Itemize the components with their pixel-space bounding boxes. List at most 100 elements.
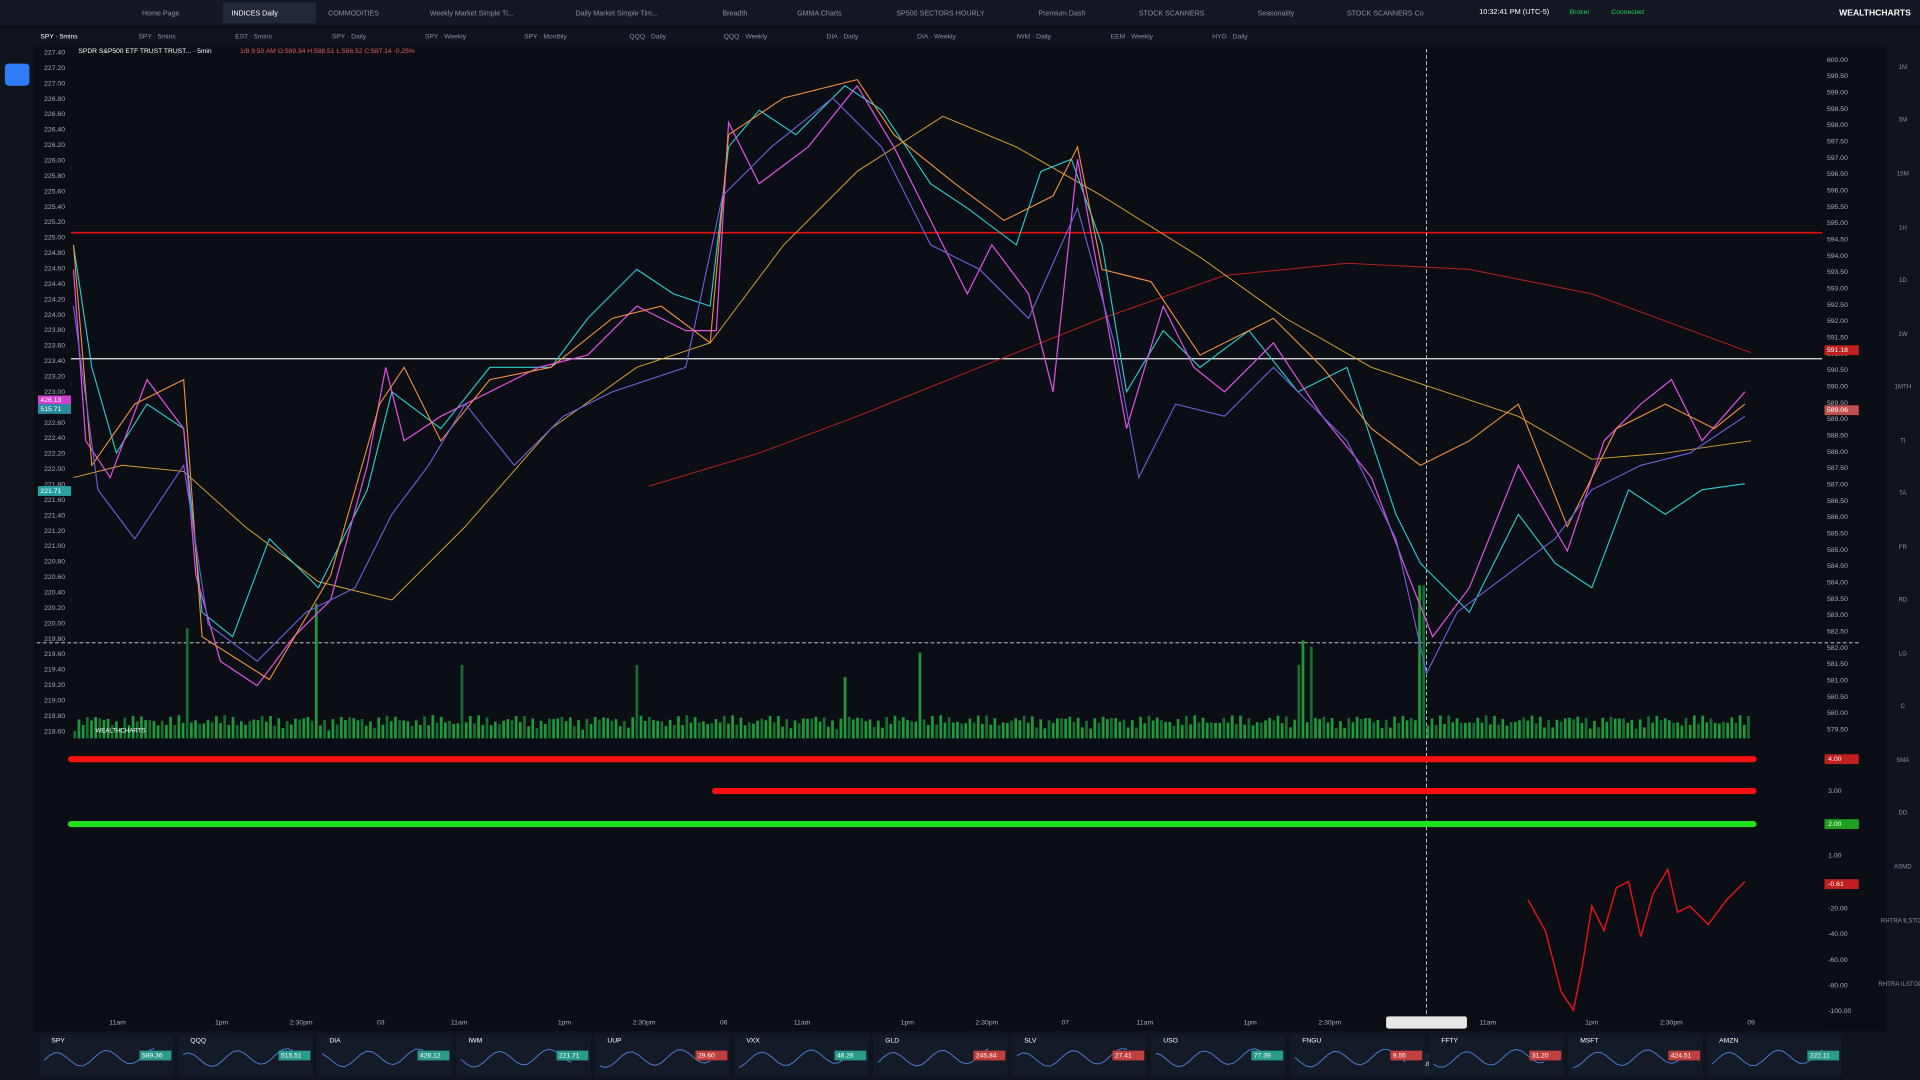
volume-bar: [889, 723, 893, 739]
sidebar-item[interactable]: RHTRA ILSTOP 2: [1878, 981, 1920, 988]
right-axis-label: 597.50: [1827, 138, 1848, 145]
volume-bar: [1443, 723, 1446, 739]
sidebar-item[interactable]: 1W: [1898, 331, 1907, 338]
sidebar-item[interactable]: 1D: [1899, 277, 1907, 284]
volume-bar: [960, 723, 963, 739]
volume-bar: [710, 723, 714, 739]
watch-symbol: SPY: [51, 1038, 65, 1045]
subtab[interactable]: QQQ · Daily: [629, 34, 666, 41]
subtab[interactable]: SPY · Monthly: [524, 34, 567, 41]
sidebar-item[interactable]: LG: [1899, 650, 1907, 657]
sidebar-item[interactable]: RHTRA ILSTOP: [1881, 917, 1920, 924]
volume-bar: [498, 724, 501, 739]
tab[interactable]: Daily Market Simple Tim...: [576, 9, 658, 17]
volume-bar: [1684, 718, 1688, 739]
volume-bar: [822, 717, 826, 739]
volume-bar: [298, 719, 301, 739]
volume-bar: [277, 718, 281, 739]
volume-bar: [1264, 720, 1267, 739]
subtab[interactable]: DIA · Weekly: [917, 34, 956, 41]
tab[interactable]: SP500 SECTORS HOURLY: [896, 9, 985, 17]
right-axis-label: 599.50: [1827, 73, 1848, 80]
volume-bar: [94, 717, 97, 739]
tab[interactable]: Home Page: [142, 9, 180, 17]
time-label: 11am: [109, 1019, 126, 1026]
volume-bar: [1630, 720, 1634, 739]
subtab[interactable]: SPY · 5mins: [138, 34, 176, 41]
sidebar-item[interactable]: SMA: [1896, 757, 1910, 764]
trace-orange: [72, 78, 1746, 681]
volume-bar: [1551, 727, 1555, 739]
volume-bar: [327, 730, 331, 739]
left-axis-label: 227.40: [44, 49, 65, 56]
volume-bar: [1305, 722, 1309, 739]
volume-bar: [1001, 722, 1005, 739]
tab[interactable]: STOCK SCANNERS Co: [1347, 9, 1424, 17]
left-axis-label: 221.60: [44, 497, 65, 504]
volume-bar: [1488, 724, 1492, 739]
sidebar-item[interactable]: 1H: [1899, 224, 1907, 231]
sidebar-item[interactable]: 15M: [1897, 170, 1909, 177]
subtab[interactable]: IWM · Daily: [1016, 34, 1051, 41]
right-tag-label: 589.06: [1827, 407, 1848, 414]
volume-bar: [1384, 719, 1388, 739]
tab[interactable]: Seasonality: [1258, 9, 1295, 17]
volume-bar: [643, 720, 647, 739]
volume-bar: [481, 724, 485, 739]
price-badge: [1807, 1050, 1840, 1061]
sidebar-item[interactable]: DD: [1898, 810, 1907, 817]
volume-bar: [1468, 722, 1471, 739]
tab[interactable]: Premium Dash: [1038, 9, 1085, 17]
tab[interactable]: COMMODITIES: [328, 9, 379, 17]
sidebar-item[interactable]: 5M: [1899, 117, 1908, 124]
subtab[interactable]: SPY · Weekly: [425, 34, 467, 41]
subtab[interactable]: SPY · Daily: [332, 34, 367, 41]
right-axis-label: 590.00: [1827, 384, 1848, 391]
volume-bar: [1480, 722, 1484, 739]
volume-bar: [1143, 723, 1147, 739]
volume-bar: [485, 717, 489, 739]
sidebar-item[interactable]: ASMD: [1894, 864, 1912, 871]
watch-price: 221.71: [559, 1052, 580, 1059]
volume-bar: [1135, 727, 1138, 739]
volume-bar: [1534, 723, 1538, 739]
volume-bar: [614, 719, 618, 739]
sidebar-item[interactable]: 1MTH: [1895, 384, 1912, 391]
lower-axis-label: -100.00: [1828, 1008, 1851, 1015]
add-button[interactable]: [4, 63, 30, 86]
tab[interactable]: Weekly Market Simple Ti...: [430, 9, 514, 17]
watch-symbol: UUP: [607, 1038, 622, 1045]
volume-bar: [369, 721, 372, 739]
subtab[interactable]: QQQ · Weekly: [724, 34, 768, 41]
subtab[interactable]: DIA · Daily: [827, 34, 859, 41]
subtab[interactable]: EEM · Weekly: [1111, 34, 1154, 41]
tab[interactable]: GMMA Charts: [797, 9, 842, 17]
volume-bar: [1389, 727, 1392, 739]
volume-bar: [652, 720, 655, 739]
sidebar-item[interactable]: TI: [1900, 437, 1906, 444]
price-badge: [1668, 1050, 1701, 1061]
subtab[interactable]: HYG · Daily: [1212, 34, 1248, 41]
tab[interactable]: STOCK SCANNERS: [1139, 9, 1205, 17]
sidebar-item[interactable]: TA: [1899, 490, 1907, 497]
sidebar-item[interactable]: FR: [1899, 544, 1908, 551]
sidebar-item[interactable]: 1M: [1899, 64, 1908, 71]
right-axis-label: 580.00: [1827, 710, 1848, 717]
price-badge: [1390, 1050, 1423, 1061]
subtab[interactable]: EST · 5mins: [235, 34, 272, 41]
legend-ohlc: 1/8 9:50 AM O:589.34 H:588.51 L:586.52 C…: [240, 48, 415, 55]
sidebar-item[interactable]: RD: [1898, 597, 1907, 604]
ma-red: [648, 262, 1752, 487]
volume-bar: [1260, 722, 1263, 739]
volume-bar: [1147, 715, 1151, 739]
left-tag: [37, 486, 72, 496]
sidebar-item[interactable]: C: [1901, 703, 1906, 710]
volume-bar: [514, 716, 518, 739]
volume-bar: [1659, 720, 1663, 739]
volume-bar: [410, 725, 414, 739]
subtab[interactable]: SPY · 5mins: [40, 34, 78, 41]
tab[interactable]: Breadth: [722, 9, 747, 17]
volume-bar: [764, 720, 768, 739]
volume-bar: [548, 718, 551, 739]
tab[interactable]: INDICES Daily: [231, 9, 278, 17]
